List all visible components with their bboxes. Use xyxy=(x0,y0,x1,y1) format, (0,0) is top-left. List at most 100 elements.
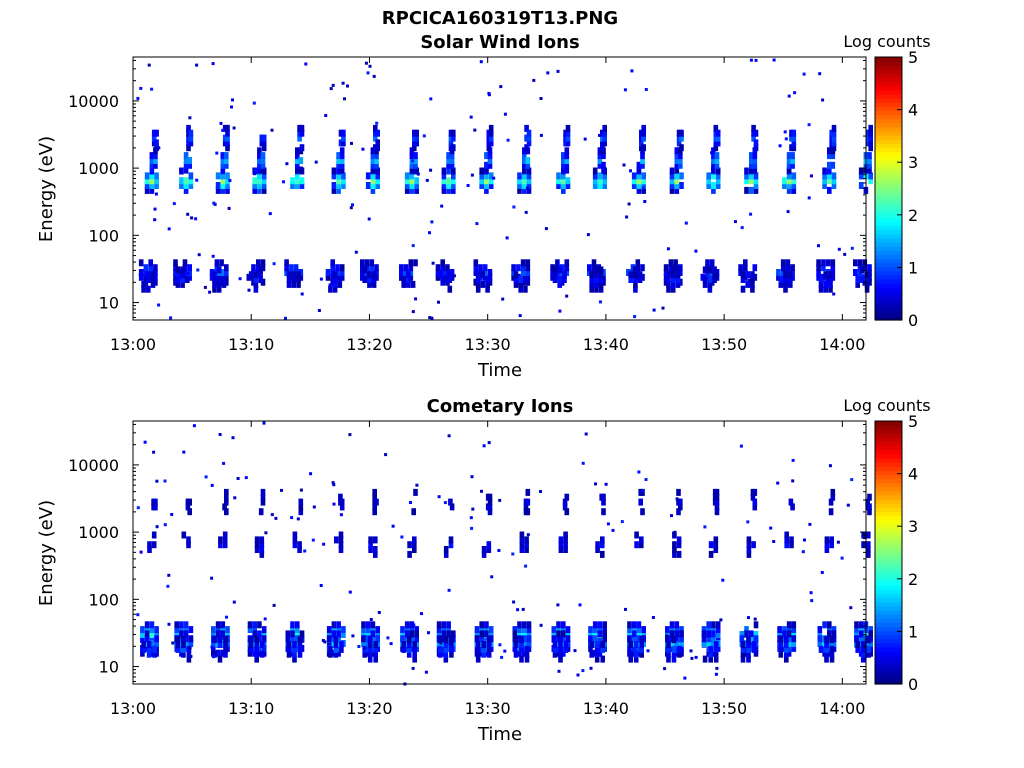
data-cell xyxy=(714,493,720,501)
data-cell xyxy=(172,202,176,206)
data-cell xyxy=(186,655,192,663)
data-cell xyxy=(644,478,648,481)
data-cell xyxy=(224,269,229,276)
data-cell xyxy=(827,152,832,160)
data-cell xyxy=(228,179,232,182)
data-cell xyxy=(488,172,494,180)
data-cell xyxy=(738,269,743,276)
colorbar-segment xyxy=(875,556,902,562)
data-cell xyxy=(708,541,714,549)
data-cell xyxy=(513,650,519,658)
data-cell xyxy=(522,631,527,638)
data-cell xyxy=(446,635,451,643)
data-cell xyxy=(257,182,262,189)
data-cell xyxy=(360,273,365,281)
data-cell xyxy=(443,546,449,553)
data-cell xyxy=(341,139,346,147)
data-cell xyxy=(247,288,251,292)
data-cell xyxy=(211,631,216,638)
colorbar-segment xyxy=(875,241,902,247)
data-cell xyxy=(633,285,638,293)
data-cell xyxy=(290,621,295,629)
data-cell xyxy=(790,157,795,164)
data-cell xyxy=(403,269,409,276)
data-cell xyxy=(663,269,669,276)
data-cell xyxy=(441,177,447,185)
data-cell xyxy=(640,161,645,169)
colorbar-segment xyxy=(875,634,902,640)
data-cell xyxy=(522,166,527,174)
data-cell xyxy=(292,641,297,649)
data-cell xyxy=(786,649,792,657)
data-cell xyxy=(713,655,719,663)
colorbar-frame xyxy=(874,420,903,685)
data-cell xyxy=(188,626,194,634)
colorbar-segment xyxy=(875,126,902,132)
data-cell xyxy=(750,285,755,293)
data-cell xyxy=(321,639,325,642)
colorbar-segment xyxy=(875,139,902,144)
data-cell xyxy=(602,626,607,634)
data-cell xyxy=(674,640,680,647)
data-cell xyxy=(777,631,782,638)
data-cell xyxy=(274,516,278,520)
data-cell xyxy=(866,541,871,549)
data-cell xyxy=(349,206,353,210)
data-cell xyxy=(602,124,607,132)
data-cell xyxy=(373,536,378,544)
data-cell xyxy=(258,276,263,283)
data-cell xyxy=(544,227,548,231)
data-cell xyxy=(855,645,860,653)
colorbar-segment xyxy=(875,445,902,451)
data-cell xyxy=(708,650,713,658)
data-cell xyxy=(186,139,191,147)
data-cell xyxy=(522,157,527,164)
data-cell xyxy=(816,273,821,281)
colorbar-tick-label: 0 xyxy=(908,675,918,694)
data-cell xyxy=(802,72,806,76)
data-cell xyxy=(331,167,337,175)
colorbar-segment xyxy=(875,679,902,685)
data-cell xyxy=(525,498,531,506)
data-cell xyxy=(404,177,410,185)
data-cell xyxy=(227,206,231,210)
data-cell xyxy=(640,157,645,164)
data-cell xyxy=(676,139,682,147)
data-cell xyxy=(604,482,608,486)
data-cell xyxy=(634,541,639,549)
data-cell xyxy=(836,540,840,544)
data-cell xyxy=(409,177,415,185)
data-cell xyxy=(675,271,681,279)
data-cell xyxy=(679,129,684,137)
data-cell xyxy=(407,550,412,558)
data-cell xyxy=(679,144,684,152)
data-cell xyxy=(299,124,305,132)
data-cell xyxy=(639,536,644,544)
data-cell xyxy=(414,626,419,634)
data-cell xyxy=(594,655,600,663)
data-cell xyxy=(469,516,473,520)
data-cell xyxy=(414,129,419,137)
data-cell xyxy=(415,483,419,487)
data-cell xyxy=(484,630,489,638)
data-cell xyxy=(220,186,226,194)
data-cell xyxy=(446,626,451,634)
data-cell xyxy=(480,271,486,279)
data-cell xyxy=(753,617,757,621)
data-cell xyxy=(328,650,333,658)
data-cell xyxy=(218,536,223,544)
data-cell xyxy=(425,178,429,182)
data-cell xyxy=(449,152,455,160)
data-cell xyxy=(525,157,531,164)
data-cell xyxy=(714,157,720,164)
data-cell xyxy=(601,278,606,286)
data-cell xyxy=(336,172,341,180)
data-cell xyxy=(290,182,295,189)
data-cell xyxy=(186,129,191,137)
data-cell xyxy=(364,259,370,267)
colorbar-segment xyxy=(875,515,902,521)
data-cell xyxy=(831,626,837,634)
data-cell xyxy=(867,508,872,516)
data-cell xyxy=(588,635,593,643)
data-cell xyxy=(361,635,366,643)
